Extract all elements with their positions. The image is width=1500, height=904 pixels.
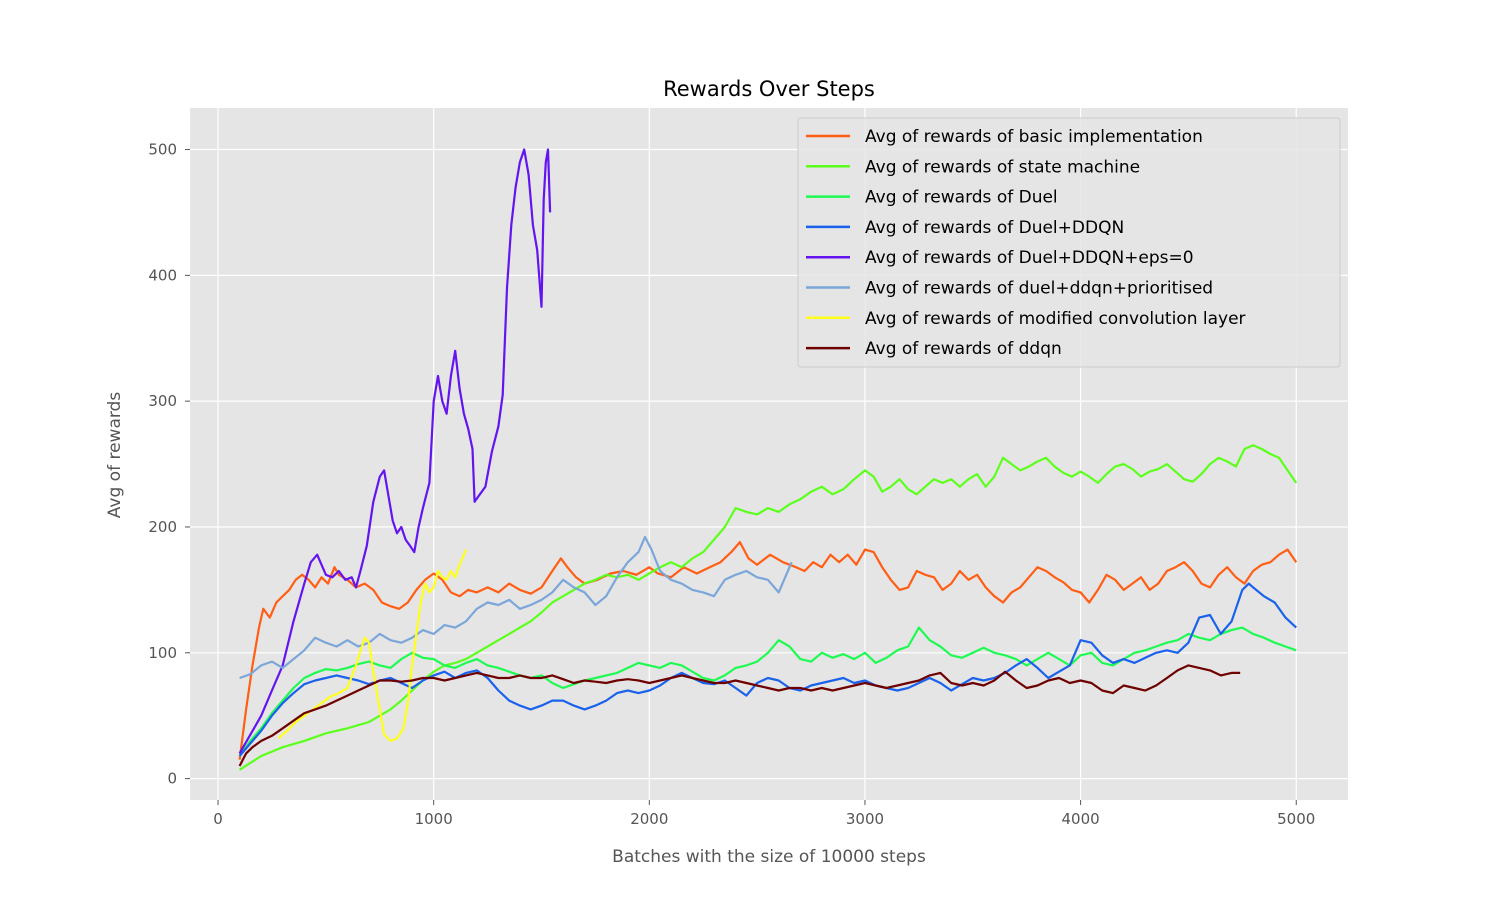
y-axis-label: Avg of rewards [105, 392, 125, 519]
y-tick-label: 0 [167, 770, 177, 788]
legend-box [797, 117, 1341, 368]
legend-label: Avg of rewards of Duel+DDQN+eps=0 [865, 248, 1194, 268]
x-tick-label: 4000 [1062, 810, 1100, 828]
series-line-7 [277, 549, 468, 742]
x-tick-label: 2000 [630, 810, 668, 828]
legend-label: Avg of rewards of modified convolution l… [865, 309, 1246, 329]
series-line-2 [239, 444, 1298, 771]
legend-label: Avg of rewards of Duel [865, 188, 1058, 208]
x-tick-label: 3000 [846, 810, 884, 828]
x-axis-label: Batches with the size of 10000 steps [612, 847, 926, 867]
series-group [238, 148, 1298, 771]
series-line-6 [239, 535, 793, 680]
x-tick-label: 1000 [415, 810, 453, 828]
legend-label: Avg of rewards of state machine [865, 157, 1140, 177]
legend-label: Avg of rewards of duel+ddqn+prioritised [865, 279, 1213, 299]
legend-label: Avg of rewards of Duel+DDQN [865, 218, 1124, 238]
series-line-5 [238, 148, 552, 754]
series-line-4 [238, 582, 1297, 757]
x-tick-label: 0 [213, 810, 223, 828]
axis-ticks: 0 1000 2000 3000 4000 5000 0 100 200 300 400 500 [148, 141, 1315, 828]
legend-label: Avg of rewards of ddqn [865, 339, 1062, 359]
legend: Avg of rewards of basic implementation Av… [797, 117, 1341, 368]
series-line-8 [238, 664, 1241, 767]
y-tick-label: 300 [148, 392, 177, 410]
chart-title: Rewards Over Steps [663, 77, 875, 101]
x-tick-label: 5000 [1277, 810, 1315, 828]
y-tick-label: 400 [148, 266, 177, 284]
y-tick-label: 100 [148, 644, 177, 662]
y-tick-label: 500 [148, 141, 177, 159]
legend-label: Avg of rewards of basic implementation [865, 127, 1203, 147]
y-tick-label: 200 [148, 518, 177, 536]
series-line-1 [238, 541, 1298, 760]
